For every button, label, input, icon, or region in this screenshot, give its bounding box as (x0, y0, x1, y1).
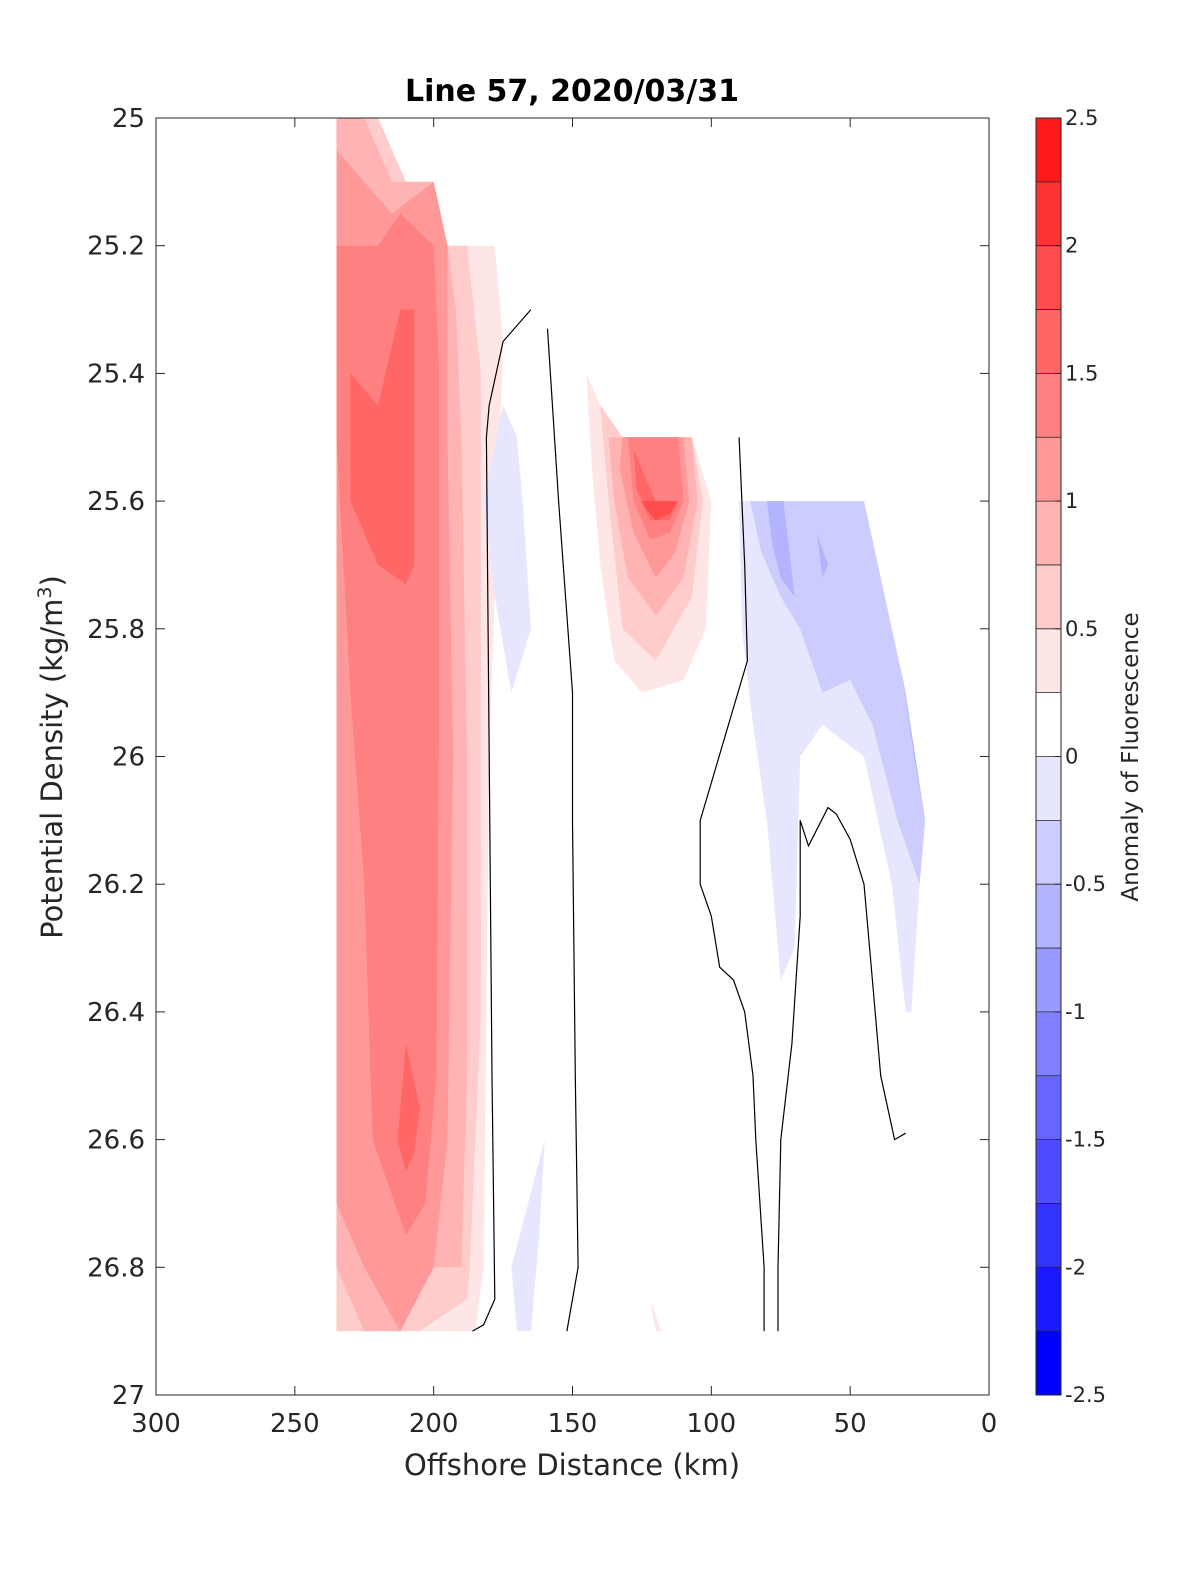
zero-contour-0 (472, 309, 532, 1332)
colorbar-tick-label-0: -2.5 (1065, 1383, 1106, 1407)
x-tick-label-3: 150 (548, 1409, 598, 1439)
colorbar-segment-7 (1036, 884, 1061, 949)
x-tick-label-1: 250 (270, 1409, 320, 1439)
y-tick-label-3: 25.6 (87, 487, 145, 517)
contour-region-6 (397, 1043, 420, 1172)
y-axis-ticks: 25 25.2 25.4 25.6 25.8 26 26.2 26.4 26.6 26.8 27 (87, 104, 989, 1411)
x-tick-label-4: 100 (687, 1409, 737, 1439)
y-axis-label-main: Potential Density (kg/m (35, 599, 69, 939)
colorbar-segment-3 (1036, 1139, 1061, 1204)
contour-region-21 (816, 533, 828, 578)
y-tick-label-1: 25.2 (87, 232, 145, 262)
y-tick-label-7: 26.4 (87, 998, 145, 1028)
colorbar-tick-label-5: 0 (1065, 745, 1078, 769)
colorbar-tick-label-9: 2 (1065, 234, 1078, 258)
colorbar-segment-4 (1036, 1075, 1061, 1141)
zero-contour-2 (699, 437, 765, 1332)
colorbar-segment-19 (1036, 118, 1061, 183)
contour-region-5 (350, 309, 415, 585)
x-tick-label-2: 200 (409, 1409, 459, 1439)
contour-region-23 (911, 756, 934, 821)
colorbar-tick-label-10: 2.5 (1065, 106, 1098, 130)
contour-region-11 (650, 1299, 662, 1332)
y-axis-label-superscript: 3 (34, 586, 56, 598)
y-axis-label-close: ) (35, 575, 69, 586)
colorbar-segment-2 (1036, 1203, 1061, 1268)
x-tick-label-6: 0 (981, 1409, 998, 1439)
colorbar-segment-17 (1036, 245, 1061, 311)
colorbar-segment-16 (1036, 309, 1061, 374)
y-tick-label-2: 25.4 (87, 359, 145, 389)
colorbar-segment-5 (1036, 1011, 1061, 1077)
x-tick-label-0: 300 (131, 1409, 181, 1439)
colorbar-tick-label-4: -0.5 (1065, 872, 1106, 896)
colorbar-tick-label-3: -1 (1065, 1000, 1086, 1024)
colorbar-segment-8 (1036, 820, 1061, 885)
contour-region-20 (766, 501, 795, 597)
colorbar-segment-1 (1036, 1267, 1061, 1332)
y-tick-label-9: 26.8 (87, 1253, 145, 1283)
colorbar-segment-12 (1036, 564, 1061, 630)
colorbar-tick-label-1: -2 (1065, 1255, 1086, 1279)
colorbar-segment-9 (1036, 756, 1061, 821)
y-tick-label-0: 25 (112, 104, 145, 134)
colorbar-segment-18 (1036, 181, 1061, 247)
colorbar-segment-15 (1036, 373, 1061, 438)
contour-region-19 (750, 501, 926, 885)
colorbar-segment-0 (1036, 1331, 1061, 1396)
contour-region-22 (900, 660, 926, 821)
colorbar-segment-14 (1036, 437, 1061, 502)
contour-region-7 (483, 405, 531, 693)
y-tick-label-5: 26 (112, 743, 145, 773)
x-tick-label-5: 50 (834, 1409, 867, 1439)
colorbar-segment-6 (1036, 948, 1061, 1013)
y-tick-label-8: 26.6 (87, 1126, 145, 1156)
colorbar-label: Anomaly of Fluorescence (1118, 612, 1144, 901)
y-tick-label-6: 26.2 (87, 870, 145, 900)
y-tick-label-4: 25.8 (87, 615, 145, 645)
zero-contour-lines (472, 309, 906, 1332)
contour-region-17 (641, 501, 678, 521)
colorbar-segment-11 (1036, 628, 1061, 694)
x-axis-ticks: 300 250 200 150 100 50 0 (131, 118, 997, 1439)
contour-region-8 (511, 1139, 545, 1332)
contour-fill-regions (336, 118, 934, 1332)
chart-title: Line 57, 2020/03/31 (405, 74, 739, 109)
y-tick-label-10: 27 (112, 1381, 145, 1411)
colorbar: -2.5 -2 -1.5 -1 -0.5 0 0.5 1 1.5 2 2.5 (1035, 106, 1106, 1407)
y-axis-label: Potential Density (kg/m3) (34, 575, 69, 939)
zero-contour-3 (777, 806, 906, 1332)
colorbar-tick-label-6: 0.5 (1065, 617, 1098, 641)
x-axis-label: Offshore Distance (km) (404, 1448, 740, 1482)
colorbar-segment-13 (1036, 501, 1061, 566)
colorbar-tick-label-7: 1 (1065, 489, 1078, 513)
zero-contour-1 (546, 328, 579, 1332)
colorbar-tick-label-8: 1.5 (1065, 361, 1098, 385)
colorbar-segment-10 (1036, 692, 1061, 757)
colorbar-tick-label-2: -1.5 (1065, 1128, 1106, 1152)
